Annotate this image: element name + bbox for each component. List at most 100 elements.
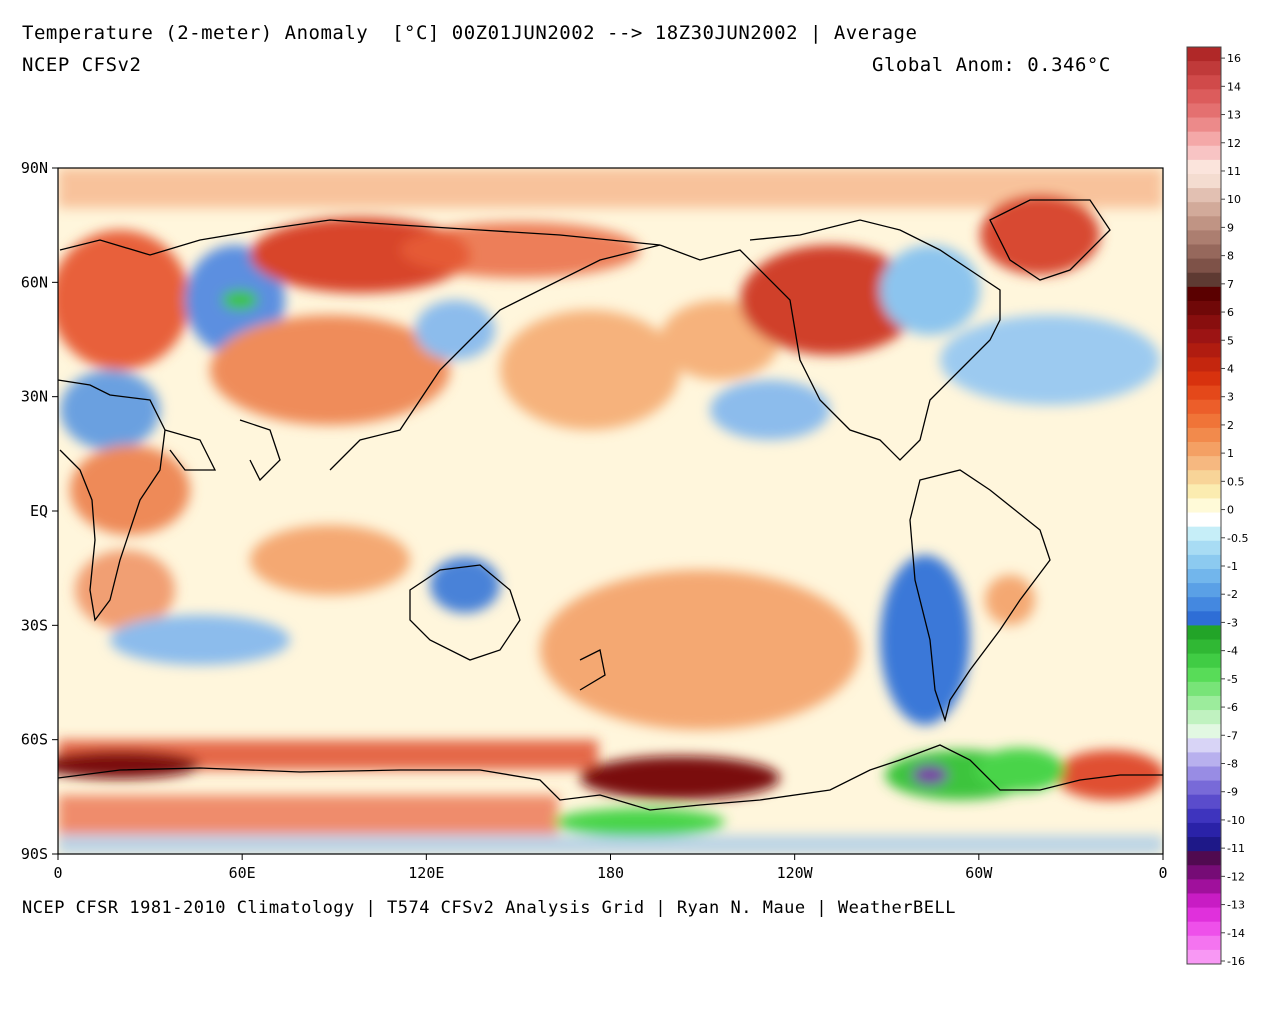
longitude-labels: 0 60E 120E 180 120W 60W 0 — [53, 864, 1167, 882]
legend-swatch — [1187, 427, 1221, 443]
legend-swatch — [1187, 611, 1221, 626]
legend-swatch — [1187, 131, 1221, 147]
legend-swatch — [1187, 837, 1221, 852]
coastline-arabia — [164, 429, 217, 471]
region-antarctic-east-cold — [555, 808, 725, 836]
region-east-antarctic-warm — [58, 795, 558, 835]
coastline-europe-africa — [58, 379, 166, 622]
coastlines — [58, 199, 1163, 811]
legend-swatch — [1187, 61, 1221, 76]
legend-swatch — [1187, 865, 1221, 880]
lat-label: EQ — [30, 502, 48, 520]
legend-label: -13 — [1227, 899, 1245, 912]
legend-swatch — [1187, 752, 1221, 767]
legend-swatch — [1187, 413, 1221, 429]
region-north-pacific-cool — [710, 380, 830, 440]
legend-swatch — [1187, 597, 1221, 612]
legend-label: -14 — [1227, 927, 1245, 940]
legend-swatch — [1187, 159, 1221, 175]
legend-swatch — [1187, 216, 1221, 231]
lon-label: 120E — [408, 864, 444, 882]
legend-label: 3 — [1227, 391, 1234, 404]
legend-label: -10 — [1227, 814, 1245, 827]
legend-swatch — [1187, 230, 1221, 246]
lat-label: 30S — [21, 616, 48, 634]
legend-swatch — [1187, 244, 1221, 260]
global-anomaly-label: Global Anom: 0.346°C — [872, 54, 1111, 76]
legend-label: 8 — [1227, 250, 1234, 263]
coastline-eurasia-north — [59, 219, 661, 256]
coastline-east-asia — [329, 244, 661, 471]
legend-label: 12 — [1227, 137, 1241, 150]
region-indian-ocean-cool — [110, 615, 290, 665]
legend-swatch — [1187, 949, 1221, 965]
legend-swatch — [1187, 145, 1221, 161]
region-south-indian-warm — [250, 525, 410, 595]
region-australia-cool — [430, 557, 500, 613]
legend-swatch — [1187, 371, 1221, 387]
legend-label: 14 — [1227, 80, 1241, 93]
lon-label: 0 — [1158, 864, 1167, 882]
legend-label: -8 — [1227, 757, 1238, 770]
lon-label: 60E — [229, 864, 256, 882]
region-south-pole-band — [58, 835, 1163, 854]
legend-swatch — [1187, 808, 1221, 824]
region-canada-east-cool — [880, 245, 980, 335]
legend-swatch — [1187, 893, 1221, 909]
region-weddell-cold — [975, 748, 1065, 792]
legend-swatch — [1187, 484, 1221, 499]
coastline-antarctica — [58, 744, 1163, 811]
legend-label: 2 — [1227, 419, 1234, 432]
legend-label: -4 — [1227, 645, 1238, 658]
region-south-america-cool — [880, 555, 970, 725]
legend-swatch — [1187, 568, 1221, 584]
legend-swatch — [1187, 357, 1221, 372]
legend-label: -12 — [1227, 870, 1245, 883]
region-greenland-warm — [980, 195, 1100, 275]
legend-swatch — [1187, 385, 1221, 401]
legend-label: -16 — [1227, 955, 1245, 968]
legend-label: -7 — [1227, 729, 1238, 742]
legend-label: 0.5 — [1227, 475, 1245, 488]
legend-swatch — [1187, 498, 1221, 514]
lon-label: 180 — [597, 864, 624, 882]
region-europe-warm — [58, 230, 190, 370]
legend-labels: 16 14 13 12 11 10 9 8 7 6 5 4 3 2 1 0.5 0 -0.5 -1 -2 -3 -4 -5 -… — [1221, 52, 1248, 968]
legend-boxes — [1187, 47, 1221, 965]
legend-swatch — [1187, 117, 1221, 133]
legend-swatch — [1187, 343, 1221, 358]
legend-label: -2 — [1227, 588, 1238, 601]
legend-swatch — [1187, 286, 1221, 302]
lat-label: 60N — [21, 273, 48, 291]
region-east-asia-cool — [415, 300, 495, 360]
legend-label: -3 — [1227, 616, 1238, 629]
region-south-pacific-warm — [540, 570, 860, 730]
lat-label: 90N — [21, 159, 48, 177]
legend-label: 1 — [1227, 447, 1234, 460]
legend-swatch — [1187, 258, 1221, 274]
legend-swatch — [1187, 935, 1221, 951]
legend-swatch — [1187, 583, 1221, 598]
legend-label: 11 — [1227, 165, 1241, 178]
legend-label: 9 — [1227, 221, 1234, 234]
legend-swatch — [1187, 554, 1221, 570]
region-north-america-warm — [740, 245, 920, 355]
legend-label: 16 — [1227, 52, 1241, 65]
legend-swatch — [1187, 272, 1221, 288]
legend-swatch — [1187, 724, 1221, 739]
legend-label: 13 — [1227, 109, 1241, 122]
latitude-labels: 90N 60N 30N EQ 30S 60S 90S — [21, 159, 48, 863]
coastline-greenland — [989, 199, 1111, 281]
legend-swatch — [1187, 667, 1221, 683]
lon-label: 60W — [965, 864, 993, 882]
region-brazil-warm — [985, 575, 1035, 625]
legend-swatch — [1187, 188, 1221, 203]
legend-swatch — [1187, 329, 1221, 344]
coastline-new-zealand — [579, 649, 606, 691]
region-southern-ocean-dark — [58, 751, 200, 779]
region-ross-sea-dark — [580, 756, 780, 800]
region-arctic-band — [58, 168, 1163, 208]
legend-swatch — [1187, 456, 1221, 471]
